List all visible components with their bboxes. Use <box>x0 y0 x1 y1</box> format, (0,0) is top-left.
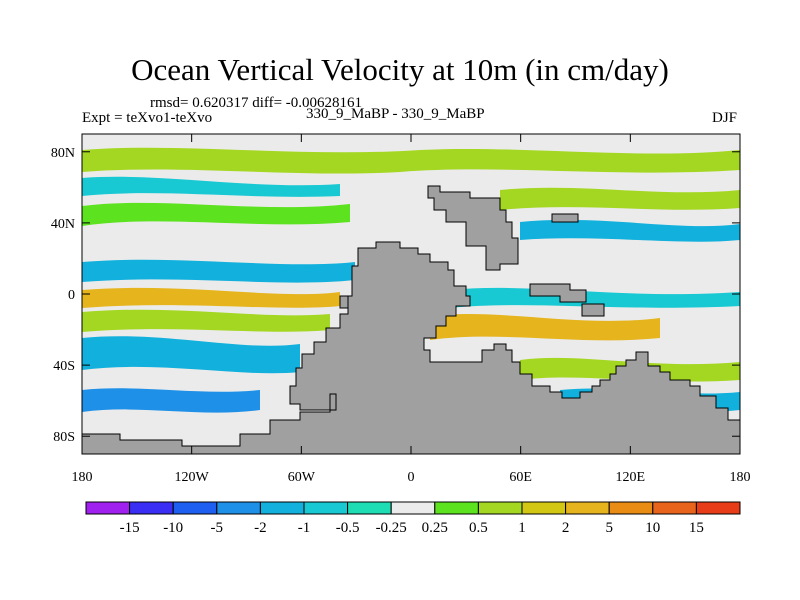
colorbar-swatch <box>129 501 174 515</box>
colorbar-swatch <box>347 501 392 515</box>
colorbar-label: 0.25 <box>422 520 448 536</box>
colorbar-swatch <box>390 501 436 515</box>
field-band-cyan-indian <box>450 287 740 308</box>
field-band-orange-equator <box>82 287 340 308</box>
ocean-field <box>81 133 741 455</box>
field-band-cyan-east <box>520 219 740 242</box>
colorbar-label: -1 <box>298 520 311 536</box>
land-island-west <box>339 295 349 309</box>
field-band-green-equator <box>82 309 330 332</box>
colorbar-label: -0.5 <box>336 520 360 536</box>
colorbar-swatch <box>477 501 523 515</box>
colorbar-label: 1 <box>518 520 526 536</box>
colorbar-label: 2 <box>562 520 570 536</box>
colorbar-swatch <box>85 501 131 515</box>
x-tick-label: 0 <box>408 470 415 485</box>
season-label: DJF <box>712 110 738 126</box>
colorbar-label: 15 <box>689 520 704 536</box>
rmsd-diff-label: rmsd= 0.620317 diff= -0.00628161 <box>150 95 363 111</box>
y-tick-label: 40S <box>53 359 75 374</box>
x-tick-label: 120E <box>616 470 646 485</box>
land-island-east <box>529 283 587 303</box>
field-band-orange-indian <box>430 314 660 341</box>
colorbar-swatch <box>172 501 218 515</box>
colorbar-swatch <box>259 501 305 515</box>
y-tick-label: 80S <box>53 430 75 445</box>
chart-title: Ocean Vertical Velocity at 10m (in cm/da… <box>131 52 669 87</box>
land-island-north <box>551 213 579 223</box>
colorbar-label: -10 <box>163 520 183 536</box>
y-tick-label: 80N <box>51 146 75 161</box>
land-supercontinent <box>81 241 741 455</box>
colorbar-swatch <box>303 501 349 515</box>
axes: 180 120W 60W 0 60E 120E 180 80N 40N 0 40S 80S <box>51 134 751 485</box>
colorbar-label: -15 <box>120 520 140 536</box>
colorbar-label: 10 <box>645 520 660 536</box>
colorbar-swatch <box>565 501 610 515</box>
field-band-green-mid <box>82 202 350 226</box>
land-island-small <box>581 303 605 317</box>
field-band-green-north <box>82 147 740 174</box>
colorbar-label: -2 <box>254 520 267 536</box>
colorbar-swatch <box>695 501 741 515</box>
experiment-label: Expt = teXvo1-teXvo <box>82 110 213 126</box>
land-east-asia <box>427 185 519 271</box>
x-tick-label: 60W <box>288 470 316 485</box>
field-band-cyan-south <box>82 336 300 374</box>
field-band-cyan-north <box>82 176 340 197</box>
x-tick-label: 120W <box>175 470 210 485</box>
colorbar-swatch <box>521 501 567 515</box>
field-band-green-east <box>500 187 740 210</box>
y-tick-label: 0 <box>68 288 75 303</box>
x-tick-label: 180 <box>730 470 751 485</box>
field-band-cyan-equator <box>82 259 355 283</box>
colorbar-label: 5 <box>605 520 613 536</box>
colorbar-swatch <box>608 501 654 515</box>
x-tick-label: 180 <box>72 470 93 485</box>
y-tick-label: 40N <box>51 217 75 232</box>
colorbar-swatch <box>216 501 261 515</box>
x-tick-label: 60E <box>509 470 532 485</box>
field-band-cyan-deep-south <box>82 388 260 413</box>
colorbar-swatch <box>652 501 697 515</box>
colorbar-label: -0.25 <box>376 520 407 536</box>
run-label: 330_9_MaBP - 330_9_MaBP <box>306 106 485 122</box>
colorbar-label: 0.5 <box>469 520 488 536</box>
colorbar: -15 -10 -5 -2 -1 -0.5 -0.25 0.25 0.5 1 2 5 10 15 <box>85 501 741 536</box>
colorbar-label: -5 <box>211 520 224 536</box>
colorbar-swatch <box>434 501 479 515</box>
